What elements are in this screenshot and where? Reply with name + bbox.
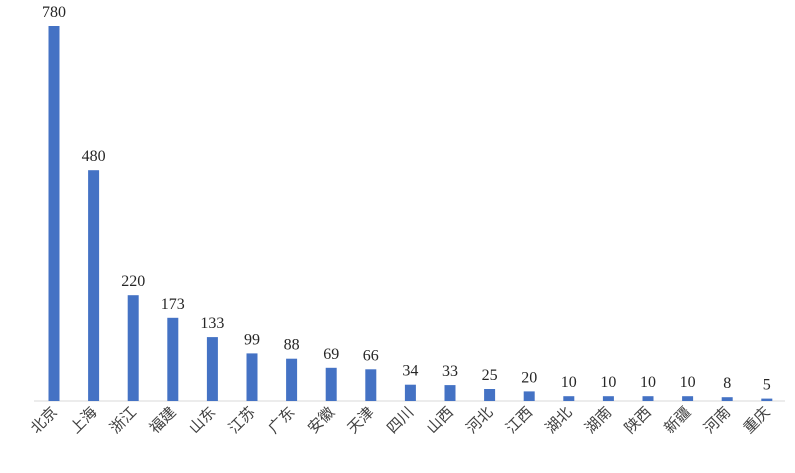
bar-江苏 [246,353,258,401]
data-label-新疆: 10 [680,374,696,391]
data-label-山西: 33 [442,363,458,380]
bar-河北 [484,389,496,401]
bar-山西 [444,385,456,401]
data-label-浙江: 220 [121,273,145,290]
bar-重庆 [761,398,773,401]
data-label-北京: 780 [42,4,66,21]
data-label-四川: 34 [402,363,418,380]
category-label-北京: 北京 [27,403,61,437]
data-label-广东: 88 [284,337,300,354]
data-label-福建: 173 [161,296,185,313]
bar-浙江 [127,295,139,401]
bar-山东 [206,337,218,401]
bar-湖北 [563,396,575,401]
data-label-河北: 25 [482,367,498,384]
category-label-河南: 河南 [700,403,734,437]
category-label-新疆: 新疆 [660,403,694,437]
bar-四川 [404,384,416,401]
bar-陕西 [642,396,654,401]
bar-天津 [365,369,377,401]
bar-安徽 [325,367,337,401]
category-label-广东: 广东 [264,403,298,437]
data-label-湖北: 10 [561,374,577,391]
bar-新疆 [682,396,694,401]
data-label-安徽: 69 [323,346,339,363]
category-label-四川: 四川 [383,403,417,437]
bar-广东 [286,358,298,401]
bar-江西 [523,391,535,401]
bar-上海 [88,170,100,401]
value-labels-group: 780 480 220 173 133 99 88 69 66 34 33 25 20 10 10 10 10 8… [42,4,771,394]
data-label-江西: 20 [521,369,537,386]
bar-北京 [48,26,60,401]
data-label-湖南: 10 [600,374,616,391]
category-label-上海: 上海 [66,403,100,437]
category-label-江西: 江西 [502,403,536,437]
category-label-陕西: 陕西 [621,403,655,437]
category-label-江苏: 江苏 [225,403,259,437]
category-label-湖北: 湖北 [542,403,576,437]
category-label-湖南: 湖南 [581,403,615,437]
category-label-天津: 天津 [344,403,378,437]
bar-湖南 [602,396,614,401]
category-label-福建: 福建 [146,403,180,437]
category-labels-group: 北京 上海 浙江 福建 山东 江苏 广东 安徽 天津 四川 山西 河北 江西 湖北 湖南 陕西 新疆 河南 重庆 [27,403,774,437]
category-label-重庆: 重庆 [740,403,774,437]
data-label-重庆: 5 [763,377,771,394]
category-label-安徽: 安徽 [304,403,338,437]
bar-河南 [721,397,733,401]
category-label-山东: 山东 [185,403,219,437]
data-label-山东: 133 [200,315,224,332]
data-label-天津: 66 [363,347,379,364]
category-label-山西: 山西 [423,403,457,437]
data-label-河南: 8 [723,375,731,392]
data-label-上海: 480 [82,148,106,165]
data-label-陕西: 10 [640,374,656,391]
category-label-浙江: 浙江 [106,403,140,437]
category-label-河北: 河北 [462,403,496,437]
data-label-江苏: 99 [244,331,260,348]
bar-福建 [167,317,179,401]
bars-group [48,26,773,401]
